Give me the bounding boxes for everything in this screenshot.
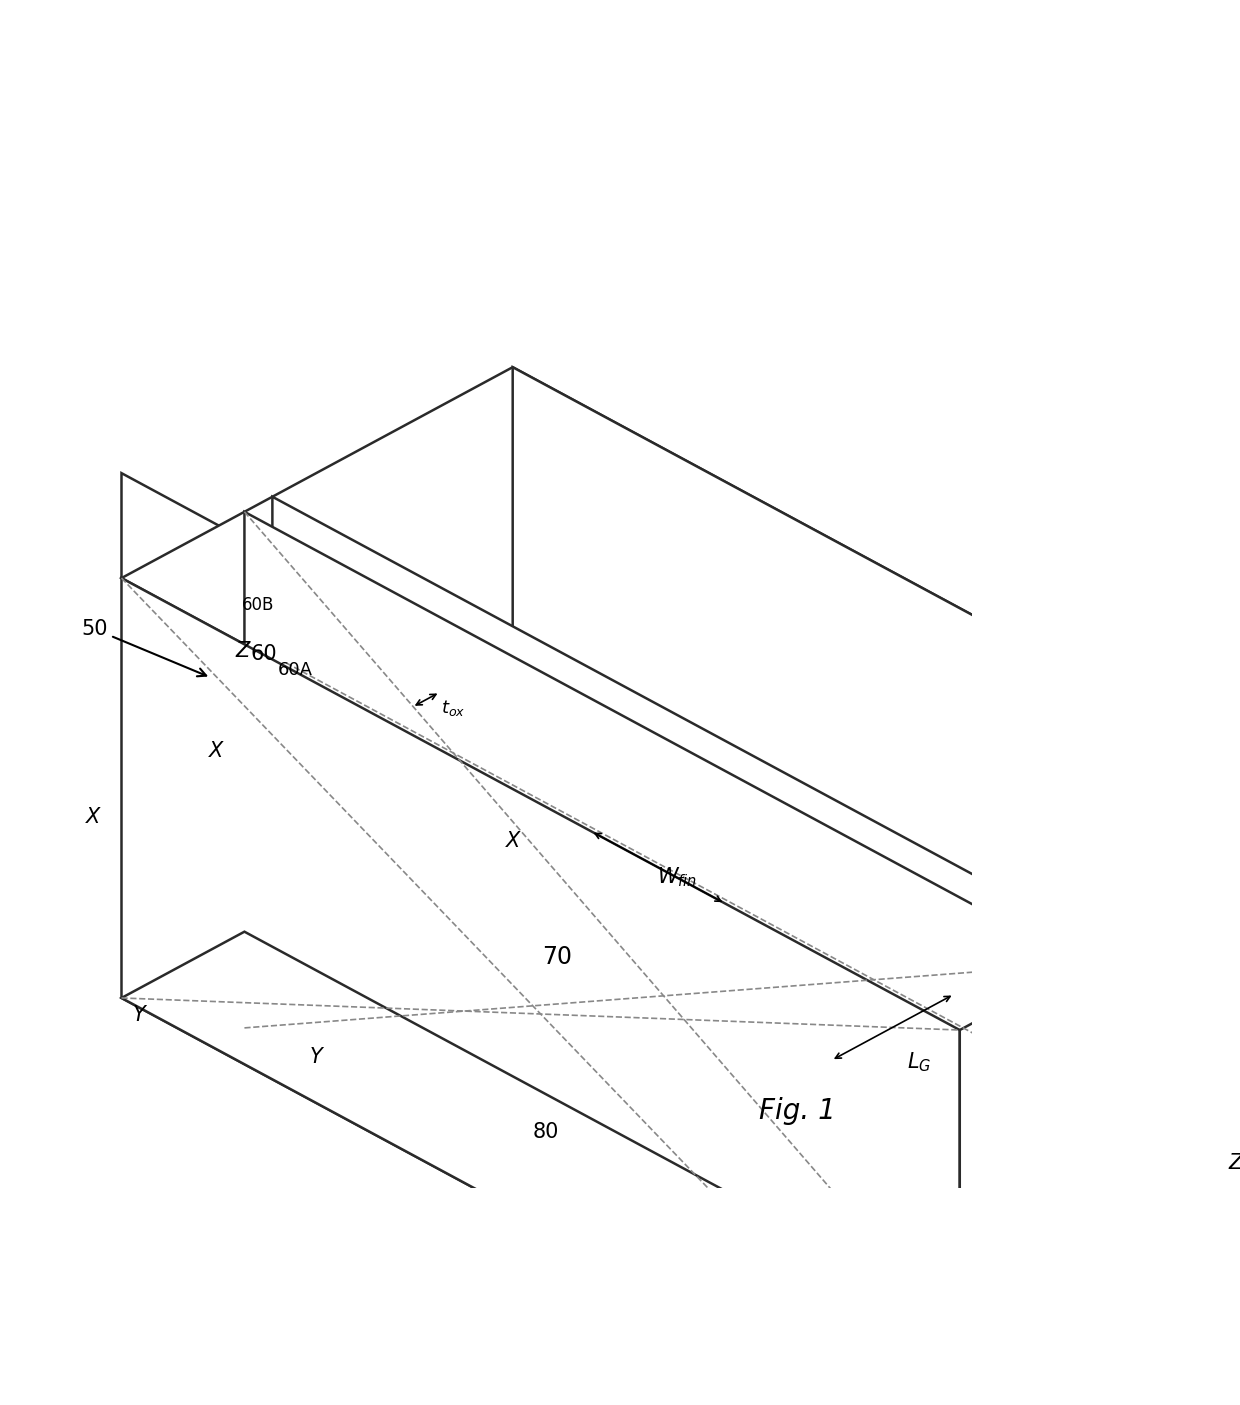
Polygon shape — [396, 787, 1240, 1302]
Text: X: X — [506, 832, 520, 851]
Polygon shape — [122, 473, 960, 1030]
Text: $t_{ox}$: $t_{ox}$ — [440, 698, 465, 718]
Polygon shape — [122, 577, 960, 1405]
Polygon shape — [273, 868, 1234, 1387]
Text: X: X — [210, 740, 223, 760]
Text: 80: 80 — [533, 1121, 559, 1141]
Polygon shape — [512, 367, 1240, 1239]
Polygon shape — [244, 934, 1111, 1401]
Polygon shape — [244, 511, 1083, 1401]
Polygon shape — [244, 947, 1234, 1405]
Text: Y: Y — [133, 1005, 145, 1024]
Text: 60A: 60A — [278, 660, 312, 679]
Text: $L_G$: $L_G$ — [908, 1051, 931, 1073]
Text: 60: 60 — [250, 643, 277, 663]
Polygon shape — [244, 947, 1234, 1405]
Polygon shape — [1083, 948, 1111, 1401]
Text: Fig. 1: Fig. 1 — [759, 1097, 836, 1125]
Text: Z: Z — [1229, 1154, 1240, 1173]
Polygon shape — [1083, 1319, 1234, 1405]
Polygon shape — [1234, 819, 1240, 1302]
Polygon shape — [960, 714, 1240, 1030]
Polygon shape — [122, 367, 1240, 1030]
Polygon shape — [122, 932, 1083, 1405]
Text: 60B: 60B — [242, 596, 274, 614]
Polygon shape — [273, 497, 1111, 1387]
Text: Y: Y — [310, 1047, 322, 1066]
Text: 70: 70 — [542, 946, 573, 969]
Polygon shape — [1111, 882, 1234, 1387]
Polygon shape — [244, 950, 1083, 1405]
Polygon shape — [1083, 1319, 1234, 1405]
Text: X: X — [87, 806, 100, 828]
Text: Z: Z — [236, 641, 249, 660]
Text: $W_{fin}$: $W_{fin}$ — [656, 865, 697, 889]
Polygon shape — [960, 964, 1083, 1405]
Text: 50: 50 — [81, 620, 206, 676]
